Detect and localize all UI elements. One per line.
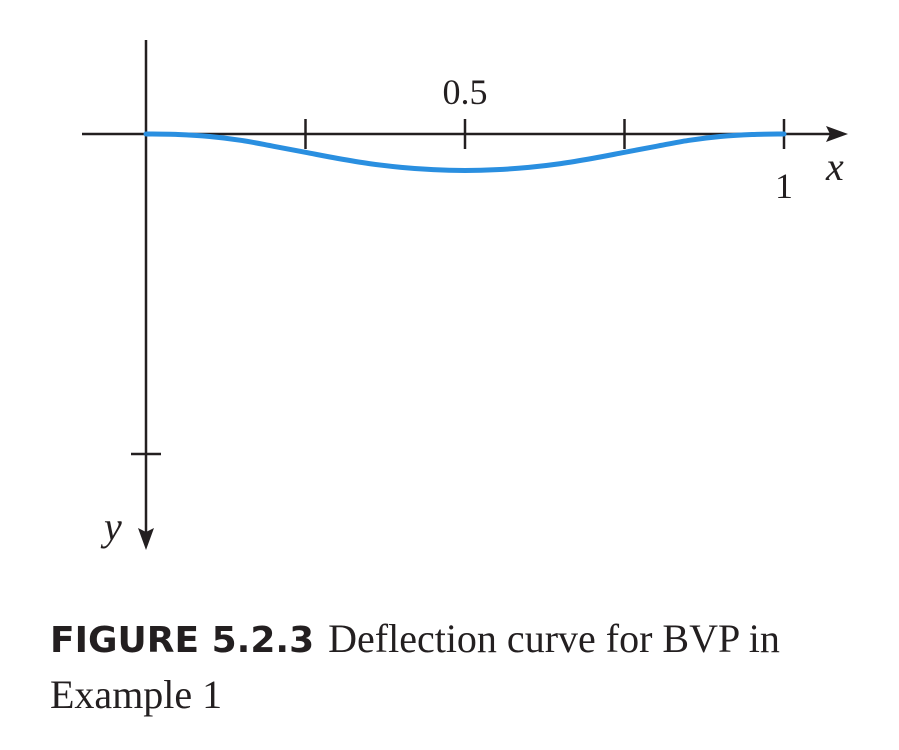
caption-text: Deflection curve for BVP in Example 1 [50,616,780,717]
x-tick-label: 1 [775,166,793,206]
x-tick-label: 0.5 [443,72,488,112]
x-tick-labels: 0.51 [443,72,794,206]
y-axis-label: y [100,504,122,549]
figure-caption: FIGURE 5.2.3 Deflection curve for BVP in … [50,612,880,722]
deflection-curve [143,131,787,173]
axes [82,40,848,550]
x-ticks [304,119,786,149]
x-axis-arrowhead [826,126,848,142]
series-layer [143,131,787,173]
caption-label: FIGURE 5.2.3 [50,620,315,661]
x-axis-label: x [825,144,844,189]
y-axis-arrowhead [138,528,154,550]
